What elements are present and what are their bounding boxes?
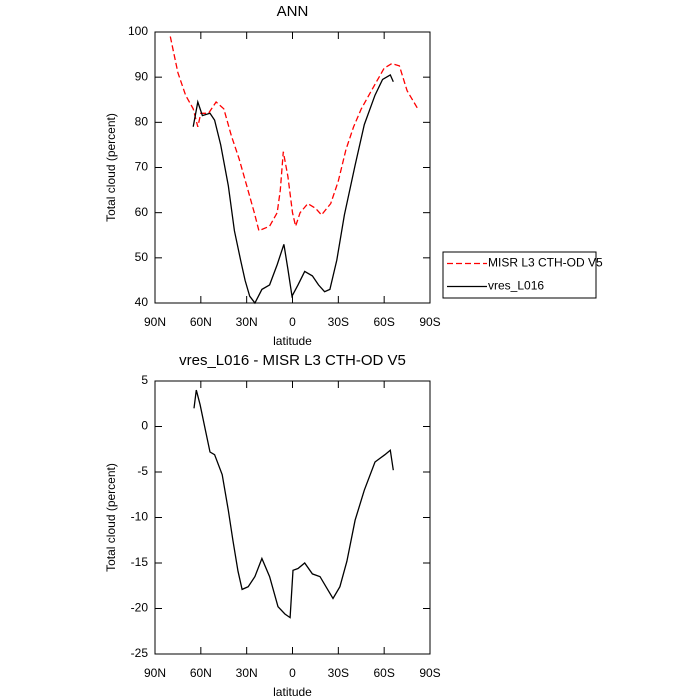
- y-tick-label: -10: [131, 510, 149, 524]
- plot-frame: [154, 31, 431, 304]
- legend-label: MISR L3 CTH-OD V5: [488, 256, 603, 270]
- x-tick-label: 30N: [236, 666, 258, 680]
- y-tick-label: -5: [137, 464, 148, 478]
- x-tick-label: 60N: [190, 315, 212, 329]
- data-line: [169, 36, 419, 232]
- x-axis-label: latitude: [273, 334, 312, 348]
- x-tick-label: 60N: [190, 666, 212, 680]
- y-axis-label: Total cloud (percent): [104, 113, 118, 222]
- y-tick-label: 50: [135, 250, 149, 264]
- y-tick-label: 60: [135, 205, 149, 219]
- x-tick-label: 0: [289, 315, 296, 329]
- data-line: [192, 73, 394, 305]
- y-tick-label: 70: [135, 160, 149, 174]
- chart-title: vres_L016 - MISR L3 CTH-OD V5: [179, 352, 406, 369]
- x-tick-label: 60S: [373, 315, 394, 329]
- data-line: [193, 389, 394, 619]
- x-tick-label: 30S: [328, 666, 349, 680]
- x-tick-label: 90N: [144, 666, 166, 680]
- x-tick-label: 30N: [236, 315, 258, 329]
- y-tick-label: 40: [135, 295, 149, 309]
- x-tick-label: 30S: [328, 315, 349, 329]
- x-tick-label: 90S: [419, 666, 440, 680]
- y-axis-label: Total cloud (percent): [104, 463, 118, 572]
- y-tick-label: 100: [128, 24, 148, 38]
- x-tick-label: 90S: [419, 315, 440, 329]
- y-tick-label: -25: [131, 646, 149, 660]
- y-tick-label: -15: [131, 555, 149, 569]
- y-tick-label: 0: [141, 419, 148, 433]
- x-tick-label: 60S: [373, 666, 394, 680]
- y-tick-label: 5: [141, 373, 148, 387]
- legend-label: vres_L016: [488, 279, 544, 293]
- x-tick-label: 0: [289, 666, 296, 680]
- legend-box: [442, 251, 597, 299]
- x-axis-label: latitude: [273, 685, 312, 699]
- chart-title: ANN: [277, 3, 309, 20]
- y-tick-label: 90: [135, 69, 149, 83]
- y-tick-label: 80: [135, 115, 149, 129]
- plot-frame: [154, 380, 431, 655]
- y-tick-label: -20: [131, 601, 149, 615]
- x-tick-label: 90N: [144, 315, 166, 329]
